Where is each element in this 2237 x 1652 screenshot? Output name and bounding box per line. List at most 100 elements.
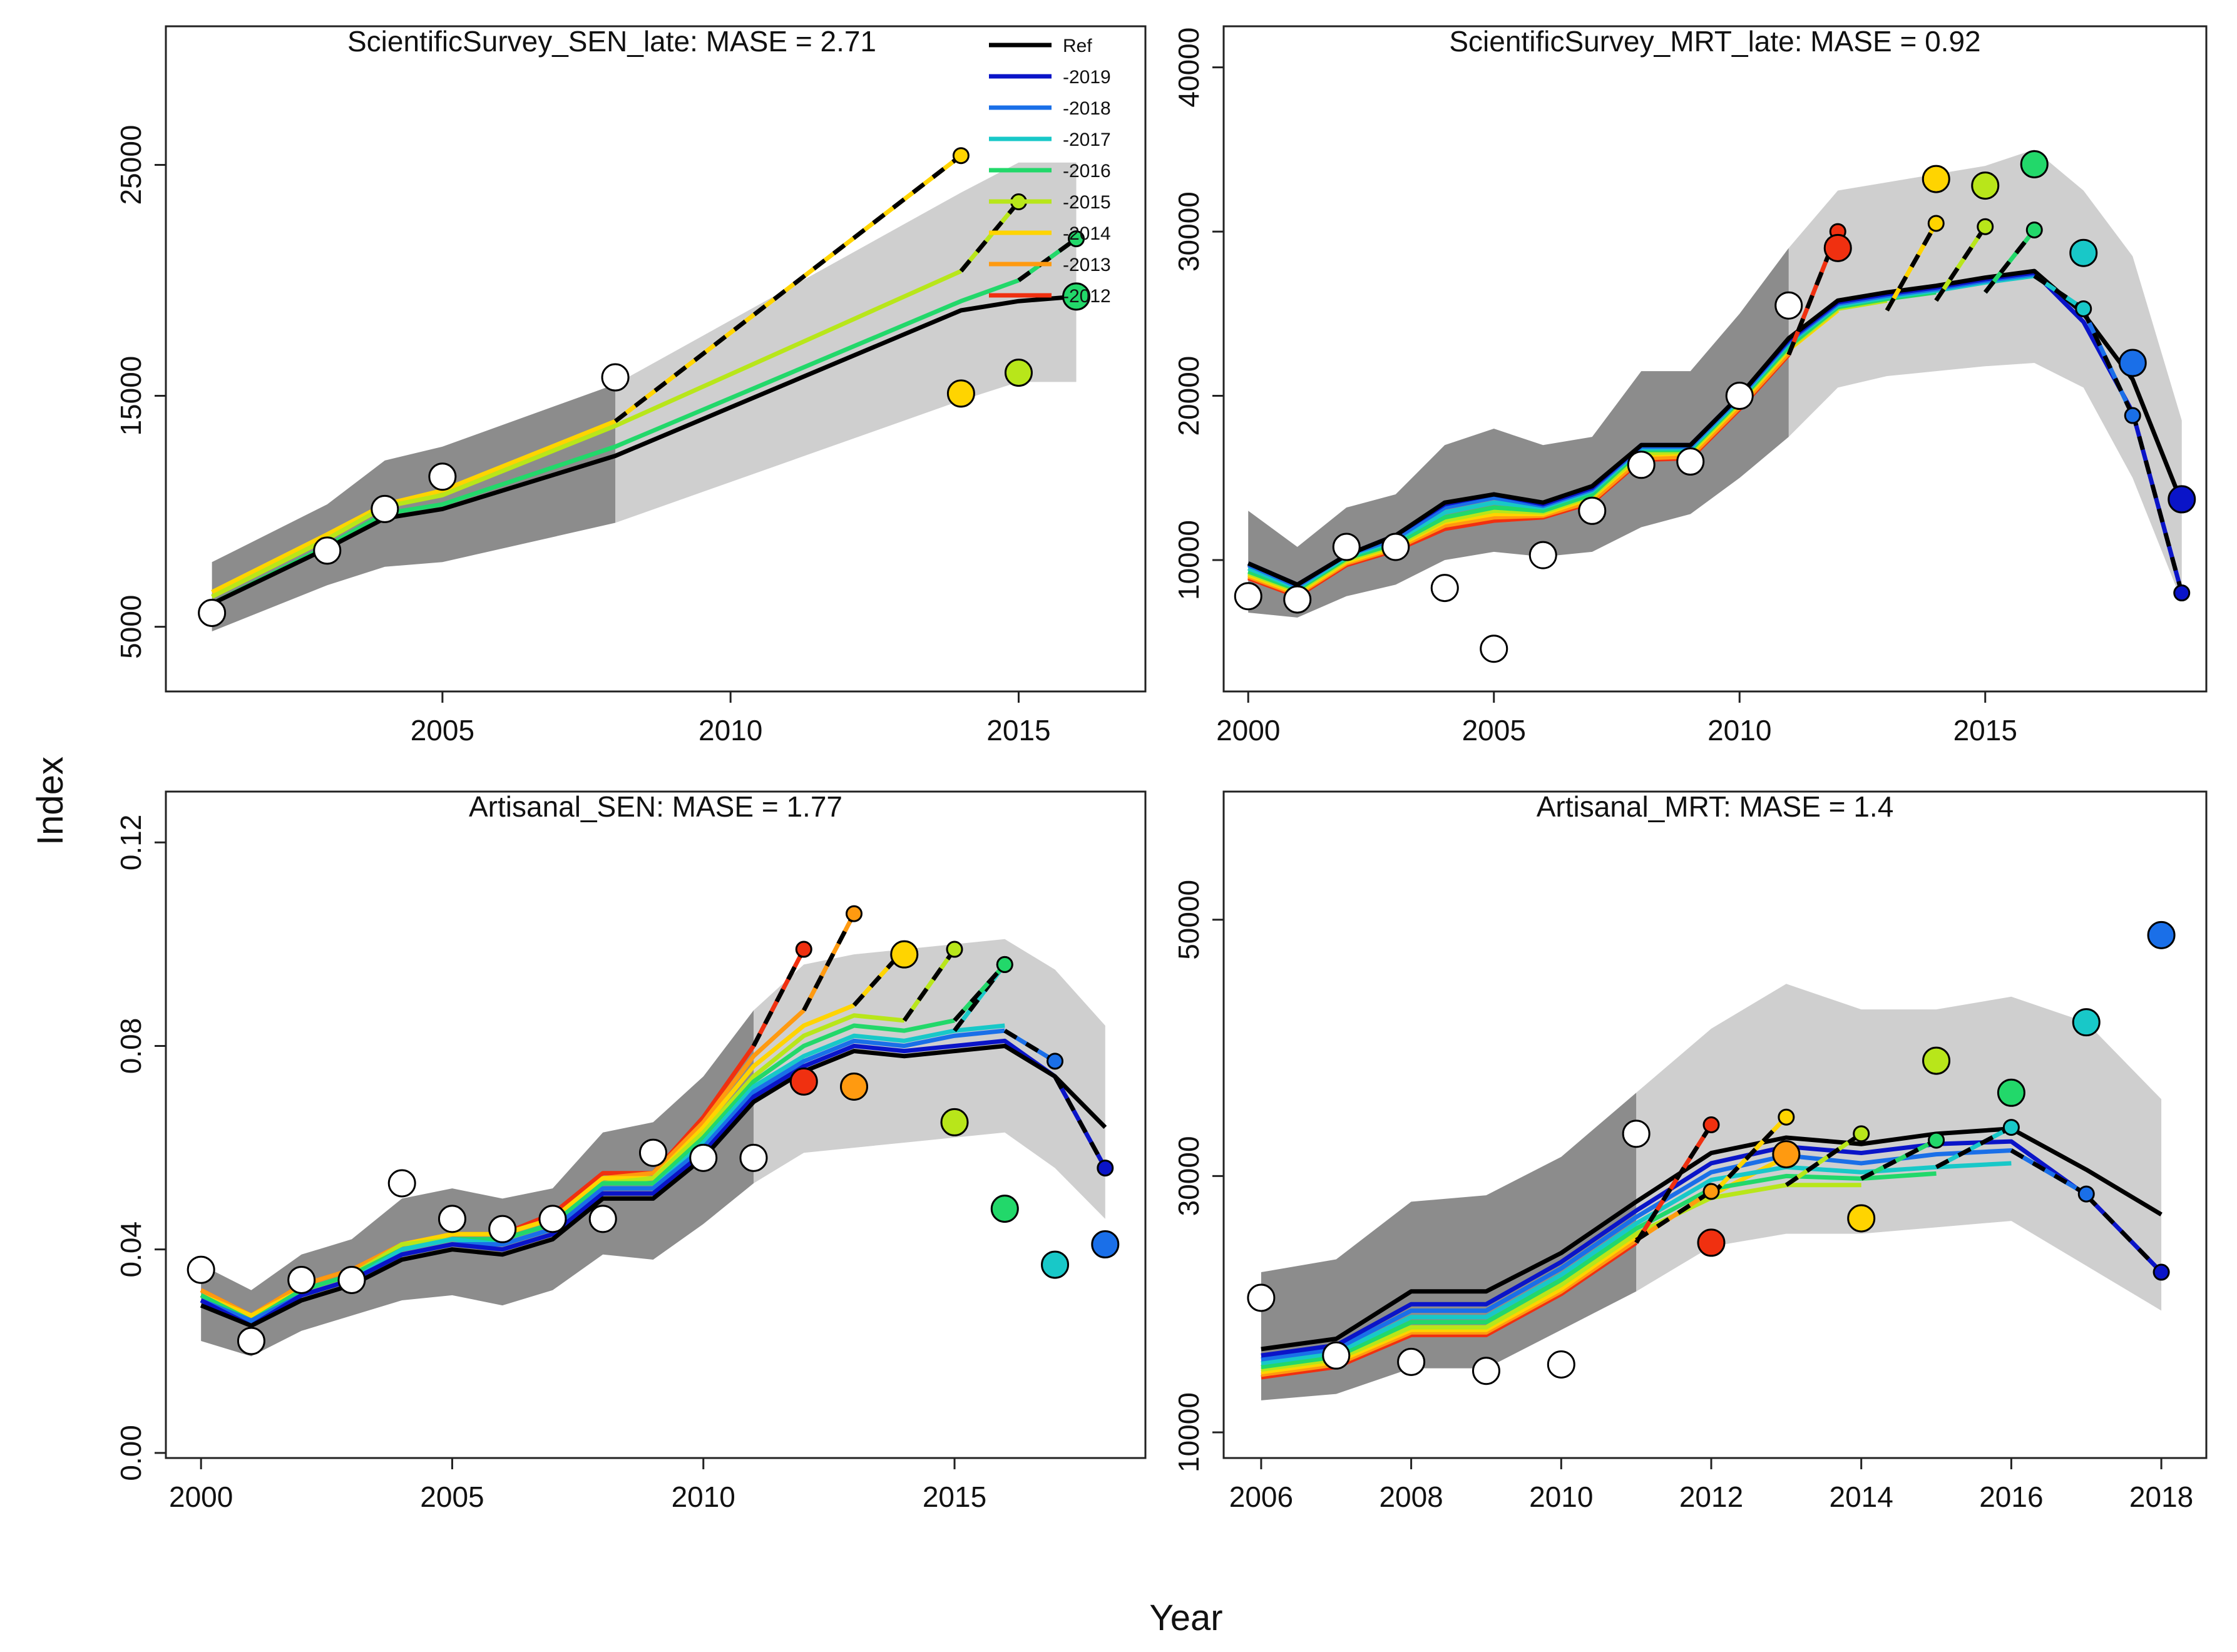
observation-point-held-out xyxy=(1062,282,1091,311)
y-tick-label: 0.08 xyxy=(115,1018,147,1074)
forecast-line-2016 xyxy=(1860,1138,1938,1181)
observation-point-held-out xyxy=(1847,1204,1876,1233)
legend-label: -2014 xyxy=(1063,223,1111,244)
observation-point xyxy=(237,1327,265,1355)
observation-point xyxy=(1774,291,1803,320)
x-tick-label: 2015 xyxy=(923,1481,986,1513)
observation-point xyxy=(1472,1357,1500,1385)
observation-point xyxy=(1622,1119,1651,1148)
forecast-dash-2016 xyxy=(1017,237,1078,282)
forecast-point-2012 xyxy=(795,941,812,958)
observation-point xyxy=(1322,1341,1351,1370)
forecast-point-2014 xyxy=(952,147,970,165)
y-tick-label: 25000 xyxy=(115,125,147,205)
forecast-point-2017 xyxy=(2002,1119,2020,1136)
forecast-line-2018 xyxy=(2010,1148,2088,1196)
x-tick-label: 2005 xyxy=(1462,714,1526,747)
x-tick-label: 2005 xyxy=(411,714,474,747)
forecast-point-2013 xyxy=(846,905,863,922)
panel-title: ScientificSurvey_SEN_late: MASE = 2.71 xyxy=(347,25,876,58)
observation-point-held-out xyxy=(946,379,975,408)
forecast-point-2016 xyxy=(1928,1131,1945,1149)
observation-point-held-out xyxy=(1004,359,1033,387)
forecast-point-2018 xyxy=(1047,1053,1064,1070)
forecast-line-2015 xyxy=(902,948,956,1022)
observation-point xyxy=(187,1255,215,1284)
forecast-line-2017 xyxy=(1935,1125,2013,1170)
uncertainty-band-forecast xyxy=(1788,149,2182,601)
forecast-dash-2012 xyxy=(751,948,806,1048)
observation-point xyxy=(1381,533,1410,561)
plot-area xyxy=(200,905,1114,1357)
observation-point xyxy=(1547,1350,1575,1379)
x-tick-label: 2010 xyxy=(672,1481,735,1513)
forecast-point-2016 xyxy=(1068,230,1085,248)
observation-point xyxy=(1247,1283,1276,1312)
y-tick-label: 0.00 xyxy=(115,1425,147,1481)
x-tick-label: 2000 xyxy=(1216,714,1280,747)
panel-4: 2006 2008 2010 2012 2014 2016 2018 10000 30000 50… xyxy=(1172,790,2208,1513)
observation-point xyxy=(1528,541,1557,569)
uncertainty-band-forecast xyxy=(615,162,1077,523)
x-tick-label: 2000 xyxy=(169,1481,233,1513)
observation-point-held-out xyxy=(2072,1008,2101,1037)
observation-point xyxy=(1627,451,1656,479)
observation-point xyxy=(337,1265,366,1294)
y-tick-label: 30000 xyxy=(1172,1136,1205,1216)
observation-point xyxy=(287,1265,316,1294)
retro-line-2017 xyxy=(1261,1161,2012,1365)
forecast-dash-2014 xyxy=(1885,222,1938,312)
observation-point-held-out xyxy=(840,1073,869,1101)
observation-point xyxy=(1676,447,1705,476)
x-tick-label: 2010 xyxy=(1529,1481,1593,1513)
observation-point xyxy=(638,1138,667,1167)
panel-title: Artisanal_MRT: MASE = 1.4 xyxy=(1537,790,1894,823)
retro-line-2016 xyxy=(200,1018,955,1323)
y-tick-label: 0.04 xyxy=(115,1221,147,1278)
forecast-dash-2014 xyxy=(613,153,963,423)
forecast-line-2012 xyxy=(1634,1123,1713,1244)
observation-point xyxy=(387,1169,416,1198)
forecast-dash-2013 xyxy=(802,912,856,1012)
y-tick-label: 40000 xyxy=(1172,28,1205,108)
plot-frame xyxy=(1222,790,2208,1459)
uncertainty-band-hindcast xyxy=(1261,1093,1637,1400)
panel-2: 2000 2005 2010 2015 10000 20000 30000 40000 Scie… xyxy=(1172,25,2208,747)
observation-point xyxy=(601,363,630,392)
y-tick-label: 15000 xyxy=(115,356,147,436)
plot-frame xyxy=(165,25,1147,693)
forecast-point-2016 xyxy=(996,956,1013,973)
observation-point xyxy=(428,462,457,491)
retro-line-2015 xyxy=(211,269,962,599)
observation-point xyxy=(588,1205,617,1233)
y-tick-label: 0.12 xyxy=(115,815,147,871)
x-tick-label: 2008 xyxy=(1379,1481,1443,1513)
observation-point xyxy=(1480,635,1508,663)
observation-point-held-out xyxy=(1922,165,1950,193)
plot-frame xyxy=(1222,25,2208,693)
forecast-point-2019 xyxy=(1097,1160,1114,1177)
forecast-line-2015 xyxy=(959,200,1021,273)
observation-point xyxy=(438,1205,466,1233)
figure-ylabel: Index xyxy=(30,757,71,845)
observation-point-held-out xyxy=(2069,238,2098,267)
retro-line-2018 xyxy=(1261,1148,2088,1362)
forecast-dash-2016 xyxy=(953,963,1006,1022)
legend-label: -2017 xyxy=(1063,130,1111,150)
legend-label: -2019 xyxy=(1063,67,1111,88)
y-tick-label: 50000 xyxy=(1172,880,1205,960)
y-tick-label: 5000 xyxy=(115,594,147,658)
observation-point-held-out xyxy=(990,1195,1019,1223)
observation-point-held-out xyxy=(890,940,919,969)
plot-frame xyxy=(165,790,1147,1459)
reference-line xyxy=(1247,268,2184,587)
panel-1: 2005 2010 2015 5000 15000 25000 ScientificSurv… xyxy=(115,25,1147,747)
x-tick-label: 2010 xyxy=(1707,714,1771,747)
y-tick-label: 20000 xyxy=(1172,356,1205,436)
observation-point xyxy=(1332,533,1361,561)
forecast-point-2015 xyxy=(1853,1125,1870,1143)
x-tick-label: 2018 xyxy=(2129,1481,2193,1513)
observation-point-held-out xyxy=(1823,233,1852,262)
forecast-point-2015 xyxy=(946,941,963,958)
